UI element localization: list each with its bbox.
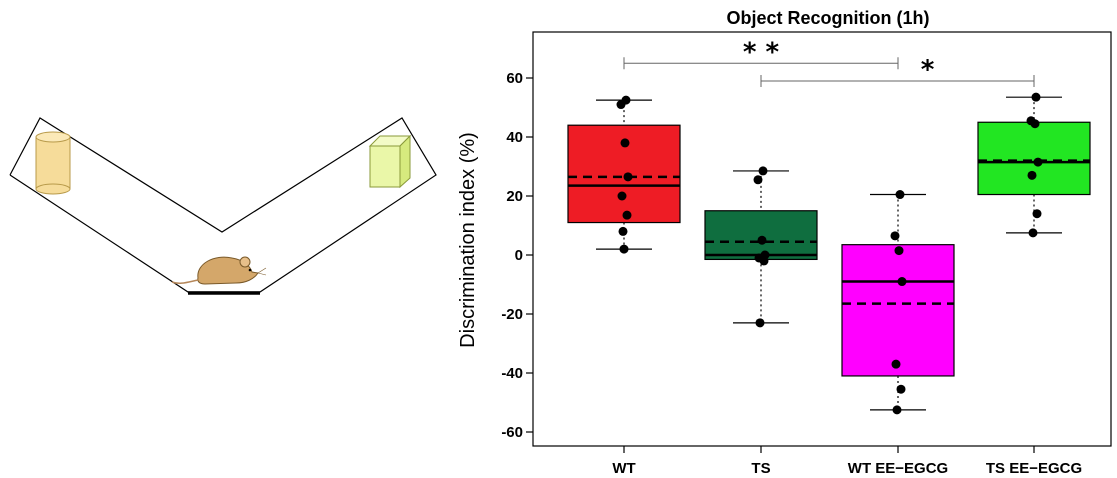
significance-bracket: * — [760, 55, 1035, 87]
y-tick-label: -20 — [501, 306, 523, 323]
data-point — [623, 172, 633, 182]
data-point — [895, 190, 905, 200]
x-tick-label: TS EE−EGCG — [986, 460, 1082, 477]
axes-layer: -60 -40 -20 0 20 40 60 WT TS WT EE−EGCG TS EE−EGCG — [501, 70, 1082, 477]
box — [841, 244, 955, 377]
significance-label: * — [921, 55, 935, 85]
data-point — [891, 359, 901, 369]
x-tick-label: TS — [751, 460, 770, 477]
cylinder-object-icon — [35, 131, 71, 195]
data-point — [617, 191, 627, 201]
box — [704, 210, 818, 261]
data-point — [896, 384, 906, 394]
box-group — [841, 190, 955, 415]
data-point — [1028, 228, 1038, 238]
y-tick-label: -60 — [501, 424, 523, 441]
box-group — [977, 92, 1091, 238]
data-point — [616, 100, 626, 110]
data-point — [1030, 119, 1040, 129]
data-point — [759, 256, 769, 266]
data-point — [1031, 92, 1041, 102]
box-group — [704, 166, 818, 328]
data-point — [758, 166, 768, 176]
data-point — [757, 235, 767, 245]
x-tick-label: WT — [612, 460, 635, 477]
box — [977, 121, 1091, 196]
y-tick-label: -40 — [501, 365, 523, 382]
data-point — [892, 405, 902, 415]
boxes-layer — [567, 92, 1091, 415]
data-point — [619, 244, 629, 254]
plot-area-frame — [532, 31, 1112, 447]
data-point — [890, 231, 900, 241]
data-point — [622, 210, 632, 220]
significance-layer: * * * — [623, 37, 1035, 87]
y-tick-label: 40 — [506, 129, 523, 146]
significance-label: * * — [743, 37, 780, 67]
data-point — [1033, 157, 1043, 167]
data-point — [753, 175, 763, 185]
data-point — [620, 138, 630, 148]
data-point — [1032, 209, 1042, 219]
y-axis-label: Discrimination index (%) — [457, 132, 479, 348]
y-tick-label: 60 — [506, 70, 523, 87]
data-point — [1027, 170, 1037, 180]
data-point — [618, 226, 628, 236]
box-group — [567, 95, 681, 254]
y-tick-label: 0 — [515, 247, 523, 264]
data-point — [897, 277, 907, 287]
cube-object-icon — [368, 134, 412, 189]
data-point — [755, 318, 765, 328]
significance-bracket: * * — [623, 37, 899, 70]
mouse-icon — [171, 256, 267, 285]
x-tick-label: WT EE−EGCG — [848, 460, 948, 477]
v-maze-illustration — [9, 117, 437, 295]
chart-title: Object Recognition (1h) — [726, 8, 929, 28]
y-tick-label: 20 — [506, 188, 523, 205]
data-point — [894, 246, 904, 256]
